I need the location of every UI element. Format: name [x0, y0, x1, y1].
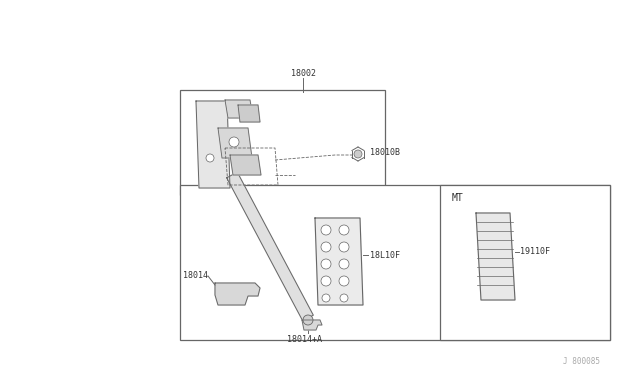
- Text: 18010B: 18010B: [370, 148, 400, 157]
- Circle shape: [229, 137, 239, 147]
- Polygon shape: [476, 213, 515, 300]
- Circle shape: [339, 225, 349, 235]
- Polygon shape: [238, 105, 260, 122]
- Polygon shape: [225, 100, 253, 118]
- Polygon shape: [218, 128, 252, 158]
- Circle shape: [206, 154, 214, 162]
- Text: 18014: 18014: [183, 272, 208, 280]
- Polygon shape: [215, 283, 260, 305]
- Circle shape: [303, 315, 313, 325]
- Text: 18014+A: 18014+A: [287, 336, 323, 344]
- Polygon shape: [227, 172, 314, 321]
- Circle shape: [321, 225, 331, 235]
- Circle shape: [321, 276, 331, 286]
- Circle shape: [321, 259, 331, 269]
- Text: MT: MT: [452, 193, 464, 203]
- Polygon shape: [315, 218, 363, 305]
- Text: 19110F: 19110F: [520, 247, 550, 257]
- Text: 18002: 18002: [291, 68, 316, 77]
- Polygon shape: [196, 101, 230, 188]
- Bar: [440, 185, 610, 340]
- Polygon shape: [302, 320, 322, 330]
- Bar: [180, 185, 610, 340]
- Circle shape: [322, 294, 330, 302]
- Circle shape: [339, 276, 349, 286]
- Bar: [180, 90, 385, 195]
- Text: J 800085: J 800085: [563, 357, 600, 366]
- Circle shape: [340, 294, 348, 302]
- Circle shape: [339, 259, 349, 269]
- Text: 18L10F: 18L10F: [370, 250, 400, 260]
- Polygon shape: [230, 155, 261, 175]
- Circle shape: [354, 150, 362, 158]
- Circle shape: [321, 242, 331, 252]
- Circle shape: [339, 242, 349, 252]
